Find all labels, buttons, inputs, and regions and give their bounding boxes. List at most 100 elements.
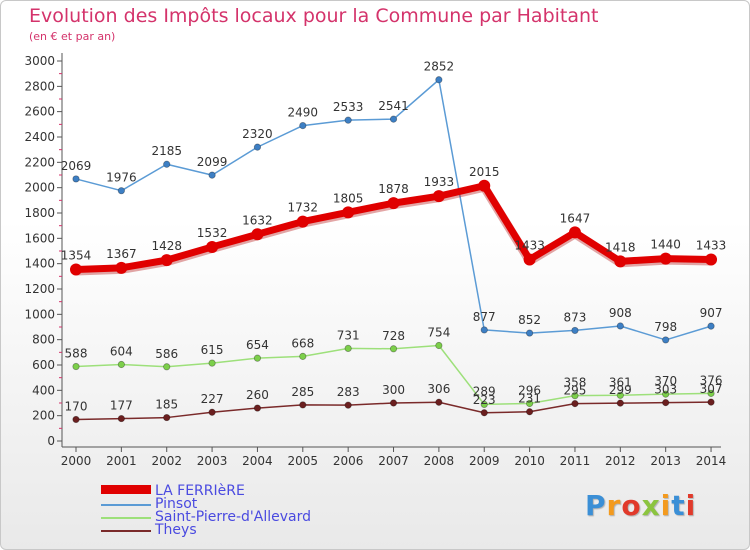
data-point-theys [571, 400, 579, 408]
data-point-saint-pierre-d-allevard [616, 391, 624, 399]
data-label-saint-pierre-d-allevard: 296 [518, 384, 541, 398]
data-label-pinsot: 1976 [106, 171, 137, 185]
data-label-pinsot: 2185 [151, 144, 182, 158]
data-label-la-ferri-re: 1532 [197, 226, 228, 240]
data-label-theys: 295 [564, 384, 587, 398]
data-point-theys [389, 399, 398, 407]
data-label-pinsot: 2852 [424, 60, 455, 74]
data-point-theys [525, 408, 534, 416]
data-point-la-ferri-re [206, 240, 219, 253]
y-tick-label: 1600 [24, 231, 55, 245]
data-point-la-ferri-re [70, 263, 82, 276]
data-point-saint-pierre-d-allevard [389, 345, 398, 353]
data-point-pinsot [525, 329, 534, 337]
x-tick-label: 2010 [514, 454, 545, 468]
data-label-la-ferri-re: 1433 [696, 238, 727, 252]
data-point-la-ferri-re [705, 253, 718, 266]
y-tick-label: 3000 [24, 54, 55, 68]
data-point-saint-pierre-d-allevard [253, 354, 262, 362]
data-point-pinsot [616, 322, 624, 330]
data-point-theys [299, 401, 307, 409]
y-tick-label: 1400 [24, 257, 55, 271]
logo-letter: o [621, 489, 642, 522]
data-label-la-ferri-re: 1878 [378, 182, 409, 196]
data-label-la-ferri-re: 1933 [424, 175, 455, 189]
x-tick-label: 2012 [605, 454, 636, 468]
legend-label-saint-pierre: Saint-Pierre-d'Allevard [155, 509, 311, 525]
logo-letter: r [606, 489, 622, 522]
data-point-saint-pierre-d-allevard [662, 390, 670, 398]
data-point-saint-pierre-d-allevard [480, 400, 488, 408]
data-point-theys [662, 399, 670, 407]
data-point-theys [707, 398, 715, 406]
data-point-la-ferri-re [387, 197, 400, 210]
data-label-saint-pierre-d-allevard: 728 [382, 329, 405, 343]
data-point-la-ferri-re [296, 215, 309, 228]
data-point-theys [163, 413, 171, 422]
legend-label-pinsot: Pinsot [155, 496, 198, 512]
x-tick-label: 2008 [424, 454, 455, 468]
data-point-theys [616, 399, 624, 407]
series-lines [70, 76, 718, 424]
data-label-pinsot: 907 [700, 306, 723, 320]
y-tick-label: 2400 [24, 130, 55, 144]
data-point-pinsot [253, 143, 262, 151]
data-label-saint-pierre-d-allevard: 668 [291, 336, 314, 350]
y-tick-label: 2200 [24, 155, 55, 169]
legend-swatch-la-ferriere [101, 485, 151, 494]
data-label-la-ferri-re: 1632 [242, 213, 273, 227]
data-label-theys: 227 [201, 392, 224, 406]
data-point-theys [344, 401, 352, 409]
data-point-la-ferri-re [568, 226, 581, 239]
y-tick-label: 800 [32, 333, 55, 347]
data-label-pinsot: 908 [609, 306, 632, 320]
data-label-pinsot: 2069 [61, 159, 92, 173]
y-tick-label: 2800 [24, 79, 55, 93]
data-label-la-ferri-re: 1367 [106, 247, 137, 261]
logo-letter: t [671, 489, 686, 522]
data-label-pinsot: 852 [518, 313, 541, 327]
x-tick-label: 2000 [61, 454, 92, 468]
data-label-theys: 170 [65, 399, 88, 413]
data-point-pinsot [389, 115, 398, 123]
data-label-pinsot: 2533 [333, 100, 364, 114]
data-label-la-ferri-re: 1440 [650, 238, 681, 252]
y-tick-label: 1200 [24, 282, 55, 296]
data-label-pinsot: 873 [564, 310, 587, 324]
legend-label-la-ferriere: LA FERRIèRE [155, 483, 245, 499]
data-point-pinsot [480, 326, 488, 334]
data-label-pinsot: 2490 [288, 106, 319, 120]
data-point-saint-pierre-d-allevard [72, 362, 80, 371]
data-label-saint-pierre-d-allevard: 361 [609, 375, 632, 389]
data-point-theys [208, 408, 216, 416]
x-tick-label: 2005 [288, 454, 319, 468]
y-tick-label: 400 [32, 383, 55, 397]
data-point-saint-pierre-d-allevard [344, 344, 352, 353]
data-point-theys [72, 415, 80, 424]
data-point-pinsot [72, 175, 80, 183]
data-label-theys: 223 [473, 393, 496, 407]
data-label-theys: 185 [155, 398, 178, 412]
data-point-pinsot [117, 187, 125, 195]
data-label-pinsot: 798 [654, 320, 677, 334]
data-point-la-ferri-re [478, 179, 491, 192]
data-point-saint-pierre-d-allevard [117, 360, 125, 369]
data-label-theys: 285 [291, 385, 314, 399]
data-point-theys [253, 404, 262, 412]
legend-item-saint-pierre: Saint-Pierre-d'Allevard [97, 509, 417, 525]
data-label-la-ferri-re: 1418 [605, 240, 636, 254]
x-tick-label: 2004 [242, 454, 273, 468]
data-label-la-ferri-re: 1647 [560, 211, 591, 225]
x-tick-label: 2006 [333, 454, 364, 468]
data-point-la-ferri-re [523, 253, 536, 266]
logo-letter: i [685, 489, 697, 522]
data-label-la-ferri-re: 1354 [61, 248, 92, 262]
data-point-saint-pierre-d-allevard [299, 352, 307, 360]
data-point-pinsot [662, 336, 670, 344]
data-labels: 2069 1976 2185 2099 2320 2490 2533 2541 2852 877 8… [61, 60, 727, 414]
data-point-saint-pierre-d-allevard [571, 392, 579, 400]
data-label-saint-pierre-d-allevard: 731 [337, 328, 360, 342]
data-label-theys: 299 [609, 383, 632, 397]
data-point-pinsot [163, 160, 171, 168]
data-label-pinsot: 877 [473, 310, 496, 324]
